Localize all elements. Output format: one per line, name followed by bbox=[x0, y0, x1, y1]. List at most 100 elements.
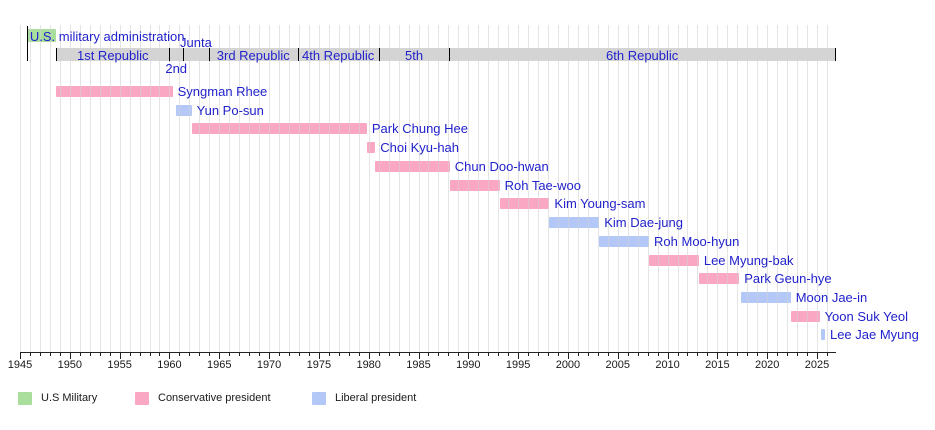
year-gridline bbox=[538, 25, 540, 352]
republic-label-5th: 5th bbox=[404, 48, 424, 63]
year-gridline bbox=[199, 25, 201, 352]
axis-major-tick bbox=[269, 352, 271, 359]
year-gridline bbox=[159, 25, 161, 352]
year-gridline bbox=[39, 25, 41, 352]
year-gridline bbox=[478, 25, 480, 352]
axis-minor-tick bbox=[398, 352, 400, 356]
axis-minor-tick bbox=[826, 352, 828, 356]
year-gridline bbox=[269, 25, 271, 352]
president-label-kim-young-sam: Kim Young-sam bbox=[554, 196, 646, 212]
year-gridline bbox=[179, 25, 181, 352]
year-gridline bbox=[607, 25, 609, 352]
republic-label-2nd: 2nd bbox=[165, 61, 188, 76]
republic-boundary-tick bbox=[297, 48, 299, 61]
year-gridline bbox=[20, 25, 21, 352]
president-label-roh-tae-woo: Roh Tae-woo bbox=[504, 177, 581, 193]
axis-minor-tick bbox=[508, 352, 510, 356]
axis-minor-tick bbox=[488, 352, 490, 356]
year-gridline bbox=[328, 25, 330, 352]
axis-minor-tick bbox=[189, 352, 191, 356]
axis-year-label-2000: 2000 bbox=[555, 359, 581, 371]
president-label-kim-dae-jung: Kim Dae-jung bbox=[604, 215, 683, 231]
axis-year-label-1965: 1965 bbox=[207, 359, 232, 371]
year-gridline bbox=[817, 25, 818, 352]
axis-major-tick bbox=[119, 352, 121, 359]
axis-minor-tick bbox=[438, 352, 440, 356]
axis-minor-tick bbox=[239, 352, 241, 356]
axis-minor-tick bbox=[288, 352, 290, 356]
axis-minor-tick bbox=[747, 352, 749, 356]
year-gridline bbox=[577, 25, 579, 352]
president-label-choi-kyu-hah: Choi Kyu-hah bbox=[380, 140, 460, 156]
axis-major-tick bbox=[468, 352, 470, 359]
year-gridline bbox=[637, 25, 639, 352]
republic-era-bar bbox=[56, 48, 835, 61]
republic-boundary-tick bbox=[208, 48, 210, 61]
year-gridline bbox=[49, 25, 51, 352]
year-gridline bbox=[707, 25, 709, 352]
axis-minor-tick bbox=[49, 352, 51, 356]
year-gridline bbox=[89, 25, 91, 352]
axis-year-label-1955: 1955 bbox=[107, 359, 132, 371]
president-label-moon-jae-in: Moon Jae-in bbox=[795, 290, 868, 306]
axis-year-label-1960: 1960 bbox=[157, 359, 182, 371]
us-military-bar bbox=[26, 29, 57, 42]
year-gridline bbox=[219, 25, 221, 352]
year-gridline bbox=[797, 25, 799, 352]
president-bar-roh-moo-hyun bbox=[599, 235, 650, 247]
axis-year-label-1985: 1985 bbox=[406, 359, 431, 371]
year-gridline bbox=[747, 25, 749, 352]
republic-boundary-tick bbox=[378, 48, 380, 61]
year-gridline bbox=[438, 25, 440, 352]
year-gridline bbox=[249, 25, 251, 352]
us-military-label: U.S. military administration bbox=[29, 29, 185, 44]
year-gridline bbox=[617, 25, 619, 352]
year-gridline bbox=[657, 25, 659, 352]
president-label-chun-doo-hwan: Chun Doo-hwan bbox=[454, 158, 549, 174]
axis-minor-tick bbox=[229, 352, 231, 356]
year-gridline bbox=[239, 25, 241, 352]
year-gridline bbox=[767, 25, 769, 352]
year-gridline bbox=[777, 25, 779, 352]
year-gridline bbox=[99, 25, 101, 352]
axis-minor-tick bbox=[557, 352, 559, 356]
president-label-roh-moo-hyun: Roh Moo-hyun bbox=[654, 233, 740, 249]
axis-year-label-1945: 1945 bbox=[7, 359, 33, 371]
year-gridline bbox=[727, 25, 729, 352]
year-gridline bbox=[787, 25, 789, 352]
year-gridline bbox=[229, 25, 231, 352]
president-bar-yoon-suk-yeol bbox=[790, 310, 820, 322]
axis-major-tick bbox=[69, 352, 71, 359]
year-gridline bbox=[687, 25, 689, 352]
us-military-start-tick bbox=[26, 26, 28, 61]
axis-year-label-1980: 1980 bbox=[356, 359, 381, 371]
year-gridline bbox=[129, 25, 131, 352]
year-gridline bbox=[318, 25, 320, 352]
axis-minor-tick bbox=[159, 352, 161, 356]
axis-minor-tick bbox=[29, 352, 31, 356]
axis-major-tick bbox=[169, 352, 171, 359]
axis-minor-tick bbox=[388, 352, 390, 356]
year-gridline bbox=[627, 25, 629, 352]
axis-major-tick bbox=[418, 352, 420, 359]
axis-minor-tick bbox=[428, 352, 430, 356]
year-gridline bbox=[667, 25, 669, 352]
president-bar-lee-myung-bak bbox=[649, 254, 699, 266]
year-gridline bbox=[508, 25, 510, 352]
axis-minor-tick bbox=[338, 352, 340, 356]
president-bar-chun-doo-hwan bbox=[375, 160, 450, 172]
year-gridline bbox=[408, 25, 410, 352]
axis-minor-tick bbox=[408, 352, 410, 356]
year-gridline bbox=[647, 25, 649, 352]
axis-minor-tick bbox=[538, 352, 540, 356]
axis-minor-tick bbox=[99, 352, 101, 356]
year-gridline bbox=[149, 25, 151, 352]
year-gridline bbox=[548, 25, 549, 352]
year-gridline bbox=[717, 25, 719, 352]
axis-minor-tick bbox=[179, 352, 181, 356]
legend-label-conservative-president: Conservative president bbox=[158, 392, 271, 404]
president-bar-yun-po-sun bbox=[175, 104, 192, 116]
year-gridline bbox=[308, 25, 310, 352]
axis-minor-tick bbox=[478, 352, 480, 356]
axis-minor-tick bbox=[807, 352, 809, 356]
